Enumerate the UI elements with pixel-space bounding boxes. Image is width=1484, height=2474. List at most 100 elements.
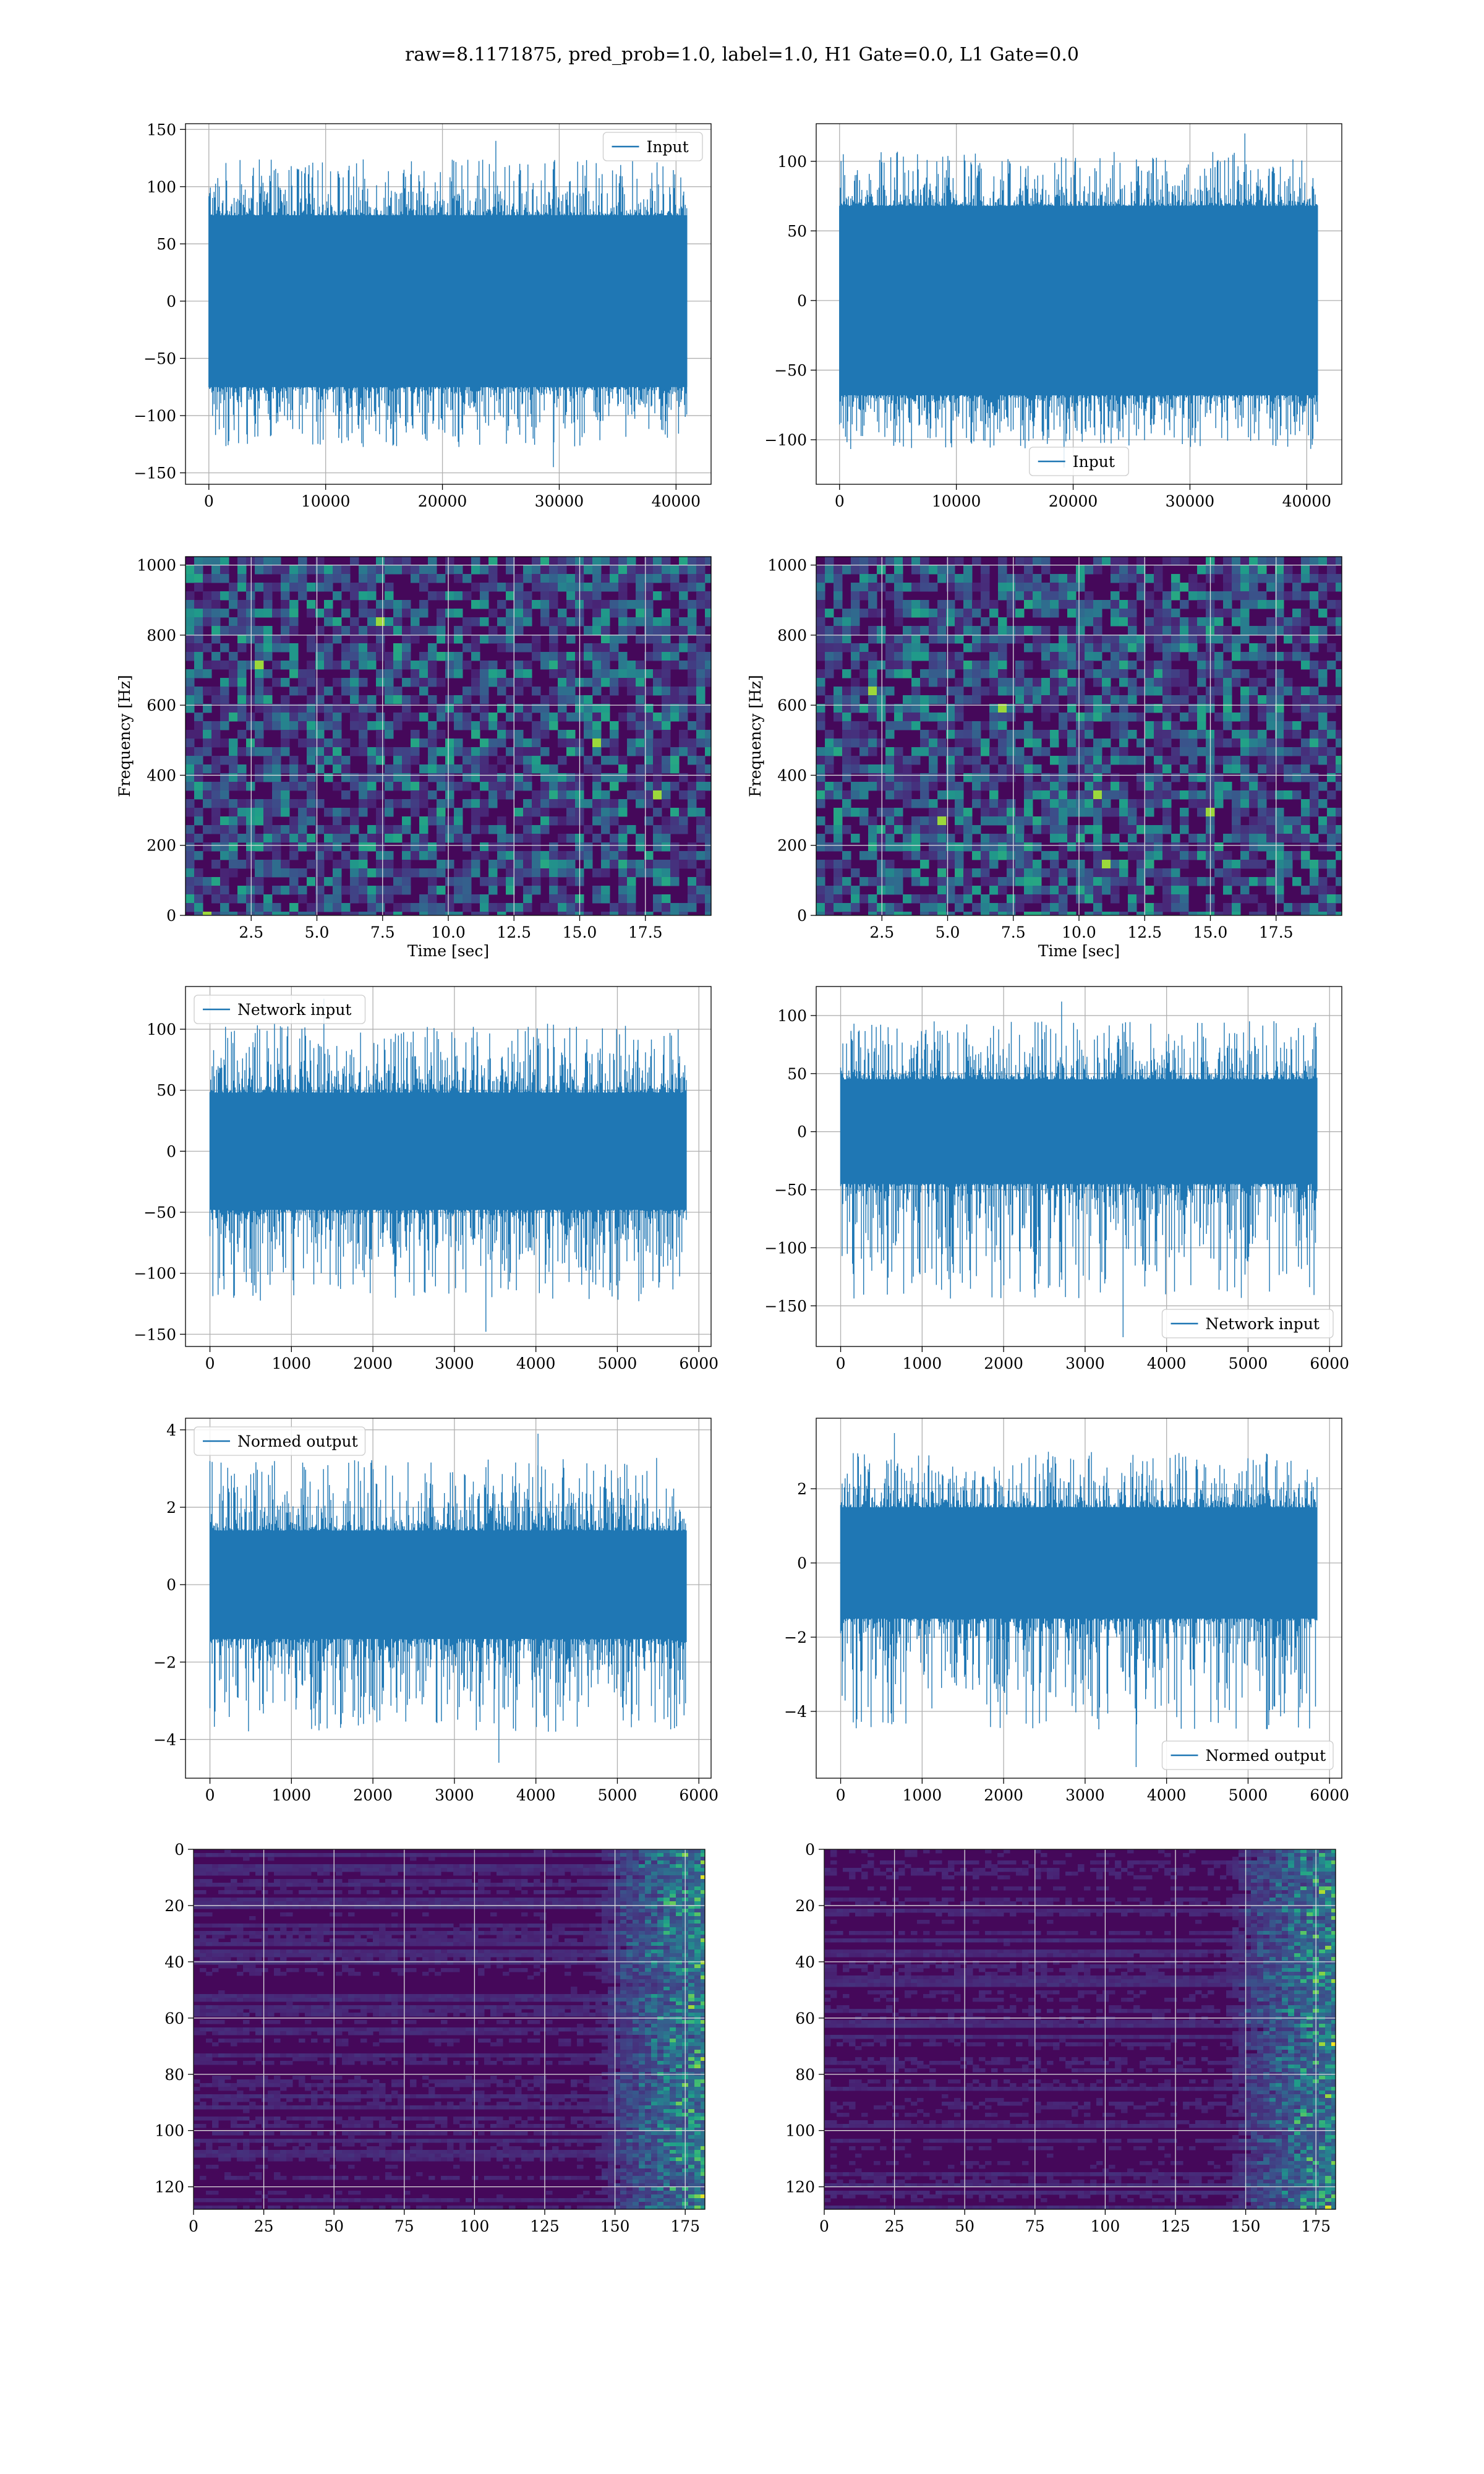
- heatmap-cell: [311, 1853, 318, 1857]
- heatmap-cell: [218, 1868, 225, 1872]
- heatmap-cell: [373, 1901, 380, 1906]
- heatmap-cell: [662, 834, 671, 843]
- heatmap-cell: [1266, 583, 1276, 592]
- heatmap-cell: [280, 1905, 287, 1909]
- heatmap-cell: [393, 626, 403, 635]
- heatmap-cell: [963, 894, 973, 904]
- heatmap-cell: [679, 851, 688, 860]
- heatmap-cell: [445, 799, 454, 808]
- heatmap-cell: [955, 851, 964, 860]
- heatmap-cell: [263, 808, 273, 817]
- heatmap-cell: [237, 565, 247, 575]
- heatmap-cell: [186, 687, 195, 696]
- heatmap-cell: [825, 825, 834, 834]
- heatmap-cell: [1275, 756, 1284, 765]
- heatmap-cell: [842, 756, 851, 765]
- heatmap-cell: [1041, 678, 1051, 687]
- heatmap-cell: [894, 756, 903, 765]
- heatmap-cell: [206, 1905, 213, 1909]
- heatmap-cell: [515, 1879, 522, 1883]
- heatmap-cell: [851, 730, 860, 739]
- heatmap-cell: [558, 652, 567, 661]
- heatmap-cell: [601, 617, 610, 627]
- heatmap-cell: [367, 1879, 373, 1883]
- heatmap-cell: [373, 1864, 380, 1868]
- heatmap-cell: [292, 1872, 299, 1876]
- heatmap-cell: [330, 1901, 336, 1906]
- heatmap-cell: [311, 1927, 318, 1932]
- heatmap-cell: [194, 713, 203, 722]
- heatmap-cell: [480, 851, 489, 860]
- heatmap-cell: [589, 1890, 596, 1894]
- heatmap-cell: [289, 773, 299, 782]
- heatmap-cell: [1093, 877, 1102, 886]
- heatmap-cell: [1024, 756, 1033, 765]
- heatmap-cell: [868, 877, 877, 886]
- heatmap-cell: [981, 877, 990, 886]
- heatmap-cell: [1258, 738, 1267, 748]
- heatmap-cell: [402, 903, 411, 912]
- heatmap-cell: [653, 617, 662, 627]
- heatmap-cell: [286, 1864, 293, 1868]
- heatmap-cell: [998, 678, 1007, 687]
- heatmap-cell: [1059, 868, 1068, 878]
- heatmap-cell: [354, 1853, 361, 1857]
- heatmap-cell: [633, 1898, 639, 1902]
- heatmap-cell: [592, 617, 602, 627]
- heatmap-cell: [981, 894, 990, 904]
- heatmap-cell: [1249, 557, 1258, 566]
- heatmap-cell: [410, 1898, 417, 1902]
- y-tick-label: −150: [134, 464, 176, 482]
- heatmap-cell: [1041, 626, 1051, 635]
- heatmap-cell: [1007, 808, 1016, 817]
- heatmap-cell: [549, 635, 558, 644]
- heatmap-cell: [463, 886, 472, 895]
- heatmap-cell: [834, 894, 843, 904]
- heatmap-cell: [694, 1920, 701, 1924]
- heatmap-cell: [662, 565, 671, 575]
- heatmap-cell: [367, 903, 377, 912]
- heatmap-cell: [305, 1879, 312, 1883]
- heatmap-cell: [385, 747, 394, 756]
- heatmap-cell: [411, 730, 420, 739]
- heatmap-cell: [589, 1901, 596, 1906]
- heatmap-cell: [428, 842, 437, 852]
- heatmap-cell: [220, 782, 229, 791]
- heatmap-cell: [583, 1890, 590, 1894]
- heatmap-cell: [428, 851, 437, 860]
- heatmap-cell: [670, 1875, 676, 1880]
- heatmap-cell: [1154, 747, 1163, 756]
- heatmap-cell: [653, 903, 662, 912]
- heatmap-cell: [1292, 764, 1302, 774]
- heatmap-cell: [341, 600, 351, 609]
- heatmap-cell: [584, 661, 593, 670]
- heatmap-cell: [385, 669, 394, 678]
- heatmap-cell: [963, 565, 973, 575]
- heatmap-cell: [1119, 695, 1128, 704]
- heatmap-cell: [546, 1898, 553, 1902]
- heatmap-cell: [333, 730, 342, 739]
- x-tick-label: 15.0: [1193, 923, 1228, 941]
- heatmap-cell: [696, 661, 706, 670]
- heatmap-cell: [194, 617, 203, 627]
- heatmap-cell: [307, 903, 316, 912]
- heatmap-cell: [696, 695, 706, 704]
- heatmap-cell: [1162, 626, 1172, 635]
- heatmap-cell: [589, 1868, 596, 1872]
- heatmap-cell: [299, 1901, 305, 1906]
- heatmap-cell: [272, 643, 281, 653]
- heatmap-cell: [263, 669, 273, 678]
- heatmap-cell: [1275, 747, 1284, 756]
- heatmap-cell: [523, 643, 532, 653]
- heatmap-cell: [558, 799, 567, 808]
- heatmap-cell: [911, 799, 921, 808]
- heatmap-cell: [307, 565, 316, 575]
- heatmap-cell: [1310, 738, 1319, 748]
- heatmap-cell: [472, 1864, 479, 1868]
- heatmap-cell: [592, 764, 602, 774]
- heatmap-cell: [523, 825, 532, 834]
- heatmap-cell: [472, 1901, 479, 1906]
- heatmap-cell: [532, 738, 541, 748]
- heatmap-cell: [237, 894, 247, 904]
- heatmap-cell: [1336, 834, 1342, 843]
